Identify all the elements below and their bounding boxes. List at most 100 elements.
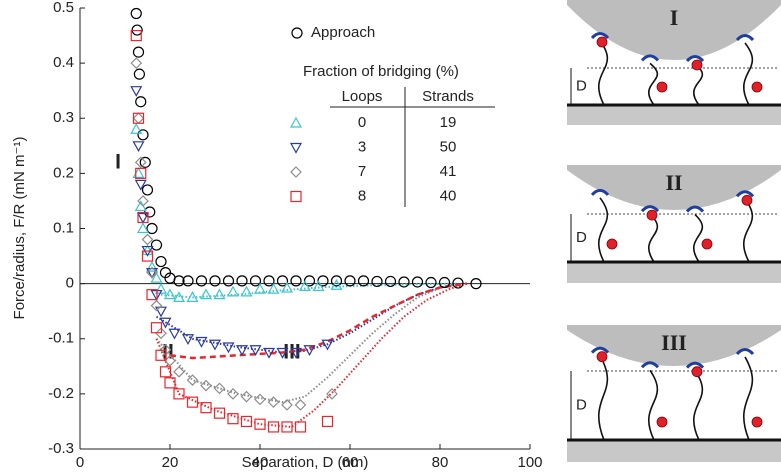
data-point [222, 275, 235, 287]
data-point [150, 271, 163, 283]
binding-site [640, 361, 660, 369]
fit-line [169, 282, 468, 360]
chain [692, 213, 703, 263]
data-point [240, 415, 253, 428]
data-point [226, 285, 240, 297]
data-point [132, 46, 145, 58]
panel-label: III [661, 330, 687, 355]
data-point [141, 233, 154, 246]
substrate [567, 262, 781, 283]
legend-marker [291, 27, 303, 39]
data-point [411, 276, 424, 288]
data-point [130, 86, 143, 97]
binding-site [640, 54, 660, 62]
binding-site [735, 34, 755, 42]
data-point [438, 276, 451, 289]
data-point [321, 415, 334, 428]
data-point [312, 280, 325, 291]
data-point [150, 239, 163, 251]
end-group [656, 416, 668, 428]
y-tick-label: 0.1 [53, 219, 74, 236]
data-point [222, 342, 235, 354]
data-point [159, 317, 172, 329]
data-point [276, 275, 289, 287]
table-header: Loops [342, 88, 383, 105]
legend-marker [289, 142, 303, 154]
data-point [137, 195, 149, 207]
chain [693, 370, 704, 441]
data-point [321, 339, 334, 351]
data-point [200, 402, 212, 414]
data-point [150, 299, 163, 312]
data-point [280, 281, 294, 293]
chain [743, 42, 754, 106]
table-header: Strands [422, 88, 474, 105]
x-tick-label: 60 [342, 454, 359, 471]
table-cell: 7 [358, 163, 366, 180]
data-point [298, 280, 312, 291]
data-point [163, 288, 177, 300]
dimension-label: D [576, 396, 587, 413]
data-point [240, 390, 253, 403]
data-point [130, 29, 142, 42]
data-point [213, 288, 226, 300]
legend-marker [290, 166, 302, 178]
x-tick-label: 100 [517, 454, 542, 471]
x-tick-label: 40 [252, 454, 269, 471]
data-point [281, 399, 293, 411]
data-point [303, 275, 316, 287]
data-point [262, 347, 276, 359]
data-point [137, 129, 149, 141]
data-point [186, 396, 199, 408]
dimension-label: D [576, 229, 587, 246]
y-tick-label: 0 [66, 275, 74, 292]
end-group [606, 238, 618, 250]
panel-label: II [665, 170, 682, 195]
binding-site [685, 205, 705, 213]
table-cell: 0 [358, 114, 366, 131]
data-point [294, 421, 307, 433]
data-point [227, 413, 239, 425]
data-point [425, 276, 437, 289]
binding-site [735, 347, 755, 355]
x-axis-label: Separation, D (nm) [242, 454, 369, 471]
data-point [186, 374, 199, 386]
data-point [181, 334, 195, 345]
data-point [267, 421, 280, 433]
data-point [132, 112, 145, 124]
data-point [254, 393, 266, 406]
data-point [276, 347, 289, 359]
y-tick-label: 0.5 [53, 0, 74, 16]
data-point [155, 255, 167, 268]
data-point [303, 345, 316, 357]
data-point [154, 282, 168, 294]
legend-marker [290, 190, 302, 203]
data-point [134, 179, 147, 191]
data-point [330, 275, 343, 287]
data-point [398, 276, 410, 288]
end-group [751, 81, 763, 93]
data-point [290, 275, 302, 287]
data-point [146, 266, 158, 279]
data-point [186, 291, 199, 303]
fit-line [160, 282, 459, 299]
table-cell: 41 [440, 163, 457, 180]
data-point [132, 167, 145, 178]
data-point [132, 141, 145, 153]
data-point [137, 211, 149, 224]
chain [598, 355, 609, 441]
data-point [209, 275, 221, 287]
binding-site [590, 32, 610, 40]
data-point [254, 418, 266, 430]
chain [598, 197, 609, 263]
end-group [751, 416, 763, 428]
end-group [596, 351, 608, 363]
data-point [136, 222, 150, 234]
end-group [656, 81, 668, 93]
data-point [267, 282, 280, 294]
sphere [567, 0, 781, 60]
chain [648, 369, 659, 441]
legend-label: Approach [311, 24, 375, 41]
table-title: Fraction of bridging (%) [303, 63, 459, 80]
